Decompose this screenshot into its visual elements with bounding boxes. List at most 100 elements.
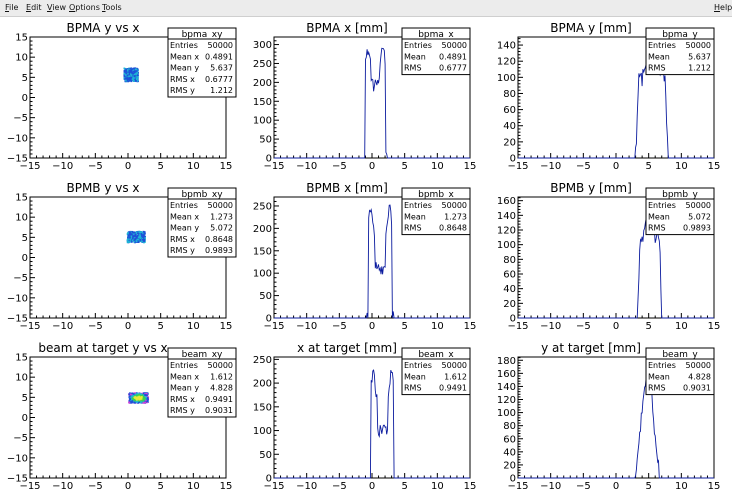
stats-value: 0.8648 xyxy=(439,224,467,233)
stats-key: Mean xyxy=(404,212,426,221)
x-tick-label: −15 xyxy=(507,481,528,492)
pad-bpma-x[interactable]: −15 −10 −5 0 5 10 15 0 50 100 150 200 250 300 BPMA x [… xyxy=(244,17,488,177)
scatter-point xyxy=(125,77,128,80)
menu-help[interactable]: Help xyxy=(714,3,732,12)
scatter-cluster xyxy=(128,392,150,404)
stats-value: 50000 xyxy=(208,201,233,210)
stats-value: 50000 xyxy=(686,361,711,370)
scatter-point xyxy=(144,394,146,396)
scatter-point xyxy=(134,72,136,74)
pad-title: BPMA x [mm] xyxy=(306,21,388,35)
menu-tools[interactable]: Tools xyxy=(102,3,122,12)
x-tick-label: −15 xyxy=(19,161,40,172)
scatter-point xyxy=(128,397,131,399)
stats-key: Entries xyxy=(648,361,676,370)
y-tick-label: 120 xyxy=(497,226,516,237)
x-tick-label: 5 xyxy=(157,161,163,172)
scatter-point xyxy=(125,70,128,73)
pad-bpmb-x[interactable]: −15 −10 −5 0 5 10 15 0 50 100 150 200 250 BPMB x [mm]… xyxy=(244,177,488,337)
x-tick-label: 5 xyxy=(157,481,163,492)
x-tick-label: −10 xyxy=(52,481,73,492)
stats-key: Mean x xyxy=(170,52,199,61)
scatter-point xyxy=(123,72,126,75)
scatter-point xyxy=(134,395,136,397)
stats-value: 50000 xyxy=(442,41,467,50)
scatter-point xyxy=(144,401,147,404)
scatter-point xyxy=(134,395,137,398)
scatter-point xyxy=(129,69,132,72)
y-tick-label: −10 xyxy=(7,453,28,464)
scatter-point xyxy=(134,392,137,395)
stats-name: beam_xy xyxy=(182,350,223,360)
scatter-point xyxy=(133,75,136,77)
stats-value: 1.612 xyxy=(210,372,233,381)
scatter-cluster xyxy=(126,230,146,244)
scatter-point xyxy=(126,241,129,244)
scatter-point xyxy=(124,71,126,74)
pad-bpma-xy[interactable]: −15 −10 −5 0 5 10 15 15 10 5 0 −5 −10 −15 BPMA y vs x b… xyxy=(0,17,244,177)
stats-key: Mean x xyxy=(170,212,199,221)
scatter-point xyxy=(135,80,137,82)
scatter-point xyxy=(126,72,129,75)
pad-bpmb-xy[interactable]: −15 −10 −5 0 5 10 15 15 10 5 0 −5 −10 −15 BPMB y vs x b… xyxy=(0,177,244,337)
menu-file[interactable]: File xyxy=(5,3,18,12)
scatter-point xyxy=(138,393,141,396)
stats-key: RMS xyxy=(404,384,422,393)
scatter-point xyxy=(128,79,131,82)
stats-value: 4.828 xyxy=(688,372,711,381)
x-tick-label: 15 xyxy=(220,161,233,172)
pad-beam-xy[interactable]: −15 −10 −5 0 5 10 15 15 10 5 0 −5 −10 −15 beam at targ… xyxy=(0,337,244,497)
scatter-point xyxy=(135,396,138,399)
scatter-point xyxy=(138,395,141,398)
pad-beam-x[interactable]: −15 −10 −5 0 5 10 15 0 50 100 150 200 250 x at target… xyxy=(244,337,488,497)
y-tick-label: 160 xyxy=(497,369,516,380)
pad-bpmb-y[interactable]: −15 −10 −5 0 5 10 15 0 20 40 60 80 100 120 140 160 BPMB … xyxy=(488,177,732,337)
scatter-point xyxy=(132,69,134,72)
menu-view[interactable]: View xyxy=(47,3,66,12)
stats-value: 5.637 xyxy=(688,52,711,61)
x-tick-label: 15 xyxy=(708,481,721,492)
pad-bpma-y[interactable]: −15 −10 −5 0 5 10 15 0 20 40 60 80 100 120 140 BPMA y [… xyxy=(488,17,732,177)
x-tick-label: 15 xyxy=(464,321,477,332)
pad-title: BPMA y [mm] xyxy=(550,21,632,35)
y-tick-label: 10 xyxy=(15,213,28,224)
scatter-point xyxy=(126,71,129,74)
stats-frame xyxy=(645,27,715,76)
menu-edit[interactable]: Edit xyxy=(26,3,42,12)
y-tick-label: 120 xyxy=(497,57,516,68)
pad-beam-y[interactable]: −15 −10 −5 0 5 10 15 0 20 40 60 80 100 120 140 160 180 y … xyxy=(488,337,732,497)
chart-svg: −15 −10 −5 0 5 10 15 15 10 5 0 −5 −10 −15 BPMB y vs x b… xyxy=(7,181,237,332)
stats-key: Entries xyxy=(170,201,198,210)
scatter-point xyxy=(136,398,138,401)
scatter-point xyxy=(142,401,145,404)
stats-value: 0.9491 xyxy=(439,384,467,393)
scatter-point xyxy=(128,75,131,77)
x-tick-label: 15 xyxy=(464,161,477,172)
stats-key: Mean y xyxy=(170,224,199,233)
y-tick-label: 0 xyxy=(22,253,28,264)
menu-options[interactable]: Options xyxy=(69,3,100,12)
scatter-point xyxy=(130,399,133,402)
y-tick-label: 50 xyxy=(259,135,272,146)
scatter-point xyxy=(133,68,136,71)
y-tick-label: 50 xyxy=(259,450,272,461)
scatter-point xyxy=(138,398,141,401)
scatter-point xyxy=(143,398,146,400)
scatter-point xyxy=(141,398,143,401)
scatter-point xyxy=(145,395,148,397)
scatter-point xyxy=(143,241,146,243)
y-tick-label: 0 xyxy=(266,154,272,165)
y-tick-label: 60 xyxy=(503,270,516,281)
scatter-point xyxy=(132,77,134,80)
scatter-point xyxy=(127,69,129,72)
chart-svg: −15 −10 −5 0 5 10 15 0 20 40 60 80 100 120 140 160 180 y … xyxy=(497,341,721,492)
x-tick-label: 10 xyxy=(431,481,444,492)
stats-frame xyxy=(645,187,715,236)
scatter-point xyxy=(132,393,135,395)
menu-help-label: elp xyxy=(720,3,732,12)
scatter-point xyxy=(137,238,140,241)
